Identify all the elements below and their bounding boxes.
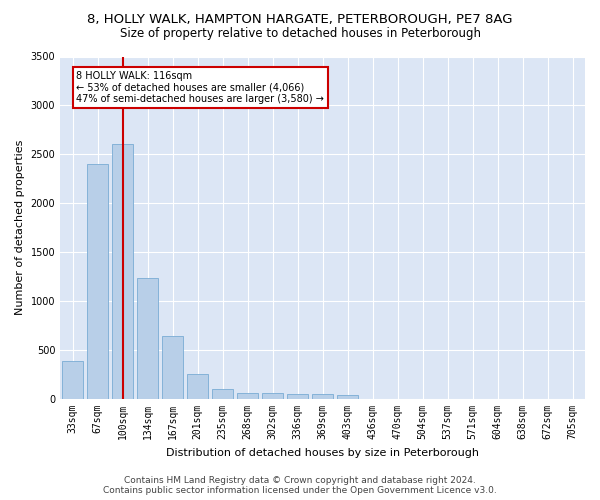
Bar xyxy=(87,164,108,399)
Bar xyxy=(212,390,233,399)
Bar xyxy=(112,144,133,399)
Bar xyxy=(187,374,208,399)
Text: Contains HM Land Registry data © Crown copyright and database right 2024.: Contains HM Land Registry data © Crown c… xyxy=(124,476,476,485)
X-axis label: Distribution of detached houses by size in Peterborough: Distribution of detached houses by size … xyxy=(166,448,479,458)
Bar xyxy=(262,393,283,399)
Bar xyxy=(62,361,83,399)
Text: Contains public sector information licensed under the Open Government Licence v3: Contains public sector information licen… xyxy=(103,486,497,495)
Bar xyxy=(287,394,308,399)
Bar xyxy=(337,395,358,399)
Text: Size of property relative to detached houses in Peterborough: Size of property relative to detached ho… xyxy=(119,28,481,40)
Text: 8 HOLLY WALK: 116sqm
← 53% of detached houses are smaller (4,066)
47% of semi-de: 8 HOLLY WALK: 116sqm ← 53% of detached h… xyxy=(76,71,324,104)
Bar xyxy=(137,278,158,399)
Y-axis label: Number of detached properties: Number of detached properties xyxy=(15,140,25,316)
Bar xyxy=(312,394,333,399)
Bar xyxy=(237,392,258,399)
Bar xyxy=(162,336,183,399)
Text: 8, HOLLY WALK, HAMPTON HARGATE, PETERBOROUGH, PE7 8AG: 8, HOLLY WALK, HAMPTON HARGATE, PETERBOR… xyxy=(87,12,513,26)
